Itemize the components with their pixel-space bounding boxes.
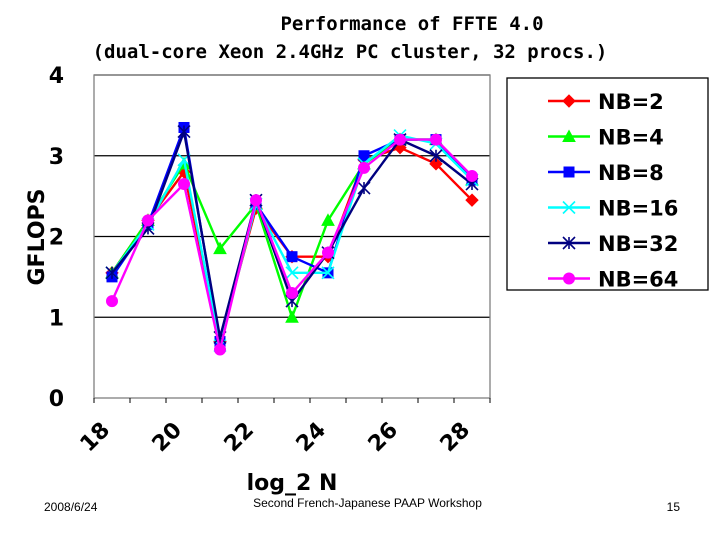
- legend-marker-nb-16: [562, 200, 576, 215]
- data-point-nb-32: [429, 149, 443, 163]
- legend-marker-nb-2: [562, 94, 576, 108]
- x-tick-label: 24: [292, 418, 331, 457]
- data-point-nb-4: [321, 213, 335, 226]
- data-point-nb-32: [177, 124, 191, 139]
- y-tick-label: 4: [49, 64, 64, 89]
- data-point-nb-2: [429, 157, 443, 171]
- y-tick-label: 2: [49, 226, 64, 251]
- footer-date: 2008/6/24: [44, 500, 98, 514]
- data-point-nb-4: [213, 241, 227, 255]
- legend: NB=2 NB=4 NB=8 NB=16 NB=32 NB=64: [506, 77, 709, 292]
- data-point-nb-64: [106, 295, 118, 308]
- data-point-nb-64: [142, 214, 154, 227]
- data-point-nb-16: [321, 266, 335, 280]
- data-point-nb-64: [178, 178, 190, 191]
- legend-label-nb-64: NB=64: [598, 268, 678, 292]
- data-point-nb-64: [466, 169, 478, 182]
- data-point-nb-8: [358, 150, 370, 162]
- x-tick-label: 28: [436, 418, 475, 457]
- page-number: 15: [666, 500, 680, 514]
- legend-label-nb-8: NB=8: [598, 161, 664, 185]
- y-tick-label: 3: [49, 145, 64, 170]
- legend-label-nb-4: NB=4: [598, 126, 664, 150]
- data-point-nb-32: [105, 266, 119, 280]
- plot-border: [93, 74, 491, 399]
- y-tick-label: 0: [49, 387, 64, 412]
- data-point-nb-64: [322, 246, 334, 259]
- legend-marker-nb-8: [563, 166, 575, 178]
- x-tick-label: 26: [364, 418, 403, 457]
- data-point-nb-64: [214, 343, 226, 356]
- legend-label-nb-32: NB=32: [598, 232, 678, 256]
- legend-marker-nb-32: [562, 236, 576, 250]
- y-axis-label: GFLOPS: [25, 189, 50, 286]
- data-point-nb-2: [465, 193, 479, 207]
- x-tick-label: 22: [220, 418, 259, 457]
- legend-box: [506, 77, 709, 291]
- data-point-nb-64: [286, 287, 298, 300]
- legend-marker-nb-64: [563, 272, 575, 285]
- x-tick-label: 18: [76, 418, 115, 457]
- data-point-nb-64: [394, 133, 406, 146]
- data-point-nb-32: [357, 181, 371, 195]
- x-tick-label: 20: [148, 418, 187, 457]
- x-axis-label: log_2 N: [247, 471, 338, 496]
- plot-area: 0 1 2 3 4 18 20 22 24 26 28: [49, 64, 491, 457]
- data-point-nb-64: [250, 194, 262, 207]
- data-point-nb-16: [285, 266, 299, 280]
- legend-label-nb-2: NB=2: [598, 90, 664, 114]
- footer-title: Second French-Japanese PAAP Workshop: [253, 496, 482, 510]
- legend-marker-nb-4: [562, 129, 576, 142]
- data-point-nb-4: [285, 310, 299, 323]
- chart-subtitle: (dual-core Xeon 2.4GHz PC cluster, 32 pr…: [93, 41, 608, 63]
- data-point-nb-64: [430, 133, 442, 146]
- legend-label-nb-16: NB=16: [598, 197, 678, 221]
- data-point-nb-8: [286, 251, 298, 263]
- data-point-nb-64: [358, 161, 370, 174]
- y-tick-label: 1: [49, 306, 64, 331]
- chart-title: Performance of FFTE 4.0: [280, 13, 543, 35]
